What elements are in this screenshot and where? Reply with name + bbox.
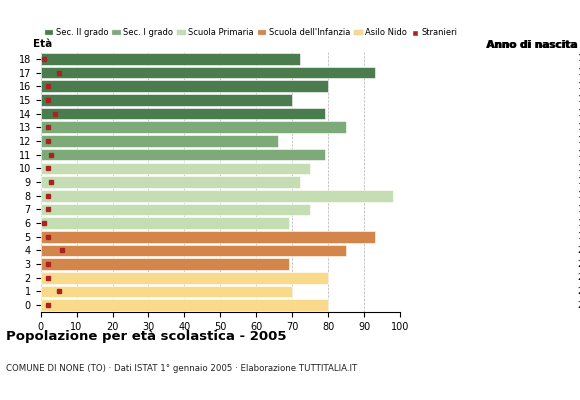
Text: 1998 - I el: 1998 - I el	[578, 218, 580, 228]
Text: 1990 - I sup: 1990 - I sup	[578, 109, 580, 118]
Text: 2002 - nido: 2002 - nido	[578, 273, 580, 282]
Bar	[41, 245, 346, 256]
Bar	[41, 231, 375, 242]
Text: Popolazione per età scolastica - 2005: Popolazione per età scolastica - 2005	[6, 330, 287, 343]
Bar	[41, 135, 278, 147]
Bar	[41, 204, 310, 215]
Text: 1987 - VI sup: 1987 - VI sup	[578, 68, 580, 77]
Text: 1997 - II el: 1997 - II el	[578, 205, 580, 214]
Text: Anno di nascita: Anno di nascita	[486, 40, 577, 50]
Text: 1992 - II med: 1992 - II med	[578, 136, 580, 146]
Bar	[41, 80, 328, 92]
Legend: Sec. II grado, Sec. I grado, Scuola Primaria, Scuola dell'Infanzia, Asilo Nido, : Sec. II grado, Sec. I grado, Scuola Prim…	[45, 28, 458, 38]
Bar	[41, 299, 328, 311]
Bar	[41, 286, 292, 297]
Bar	[41, 217, 289, 229]
Text: 2003 - nido: 2003 - nido	[578, 287, 580, 296]
Bar	[41, 258, 289, 270]
Text: Anno di nascita: Anno di nascita	[487, 40, 578, 50]
Text: 2004 - nido: 2004 - nido	[578, 301, 580, 310]
Text: 1994 - V el: 1994 - V el	[578, 164, 580, 173]
Bar	[41, 176, 299, 188]
Text: COMUNE DI NONE (TO) · Dati ISTAT 1° gennaio 2005 · Elaborazione TUTTITALIA.IT: COMUNE DI NONE (TO) · Dati ISTAT 1° genn…	[6, 364, 357, 373]
Bar	[41, 272, 328, 284]
Bar	[41, 53, 299, 65]
Bar	[41, 162, 310, 174]
Bar	[41, 122, 346, 133]
Bar	[41, 94, 292, 106]
Text: 1995 - IV el: 1995 - IV el	[578, 178, 580, 186]
Bar	[41, 190, 393, 202]
Text: 2000 - mat: 2000 - mat	[578, 246, 580, 255]
Bar	[41, 108, 325, 119]
Text: Età: Età	[34, 39, 53, 49]
Text: 1999 - mat: 1999 - mat	[578, 232, 580, 241]
Bar	[41, 149, 325, 160]
Text: 1988 - III sup: 1988 - III sup	[578, 82, 580, 91]
Text: 1996 - III el: 1996 - III el	[578, 191, 580, 200]
Text: 1989 - II sup: 1989 - II sup	[578, 95, 580, 104]
Bar	[41, 67, 375, 78]
Text: 1986 - V sup: 1986 - V sup	[578, 54, 580, 63]
Text: 1993 - I med: 1993 - I med	[578, 150, 580, 159]
Text: 2001 - mat: 2001 - mat	[578, 260, 580, 269]
Text: 1991 - III med: 1991 - III med	[578, 123, 580, 132]
